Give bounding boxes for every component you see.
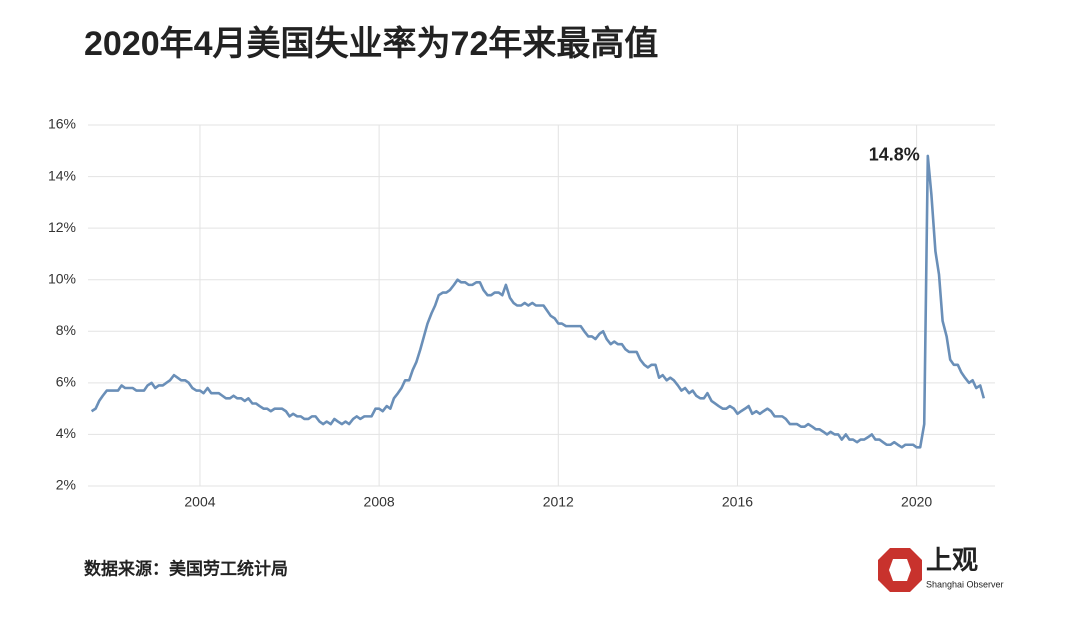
logo-subtitle: Shanghai Observer: [926, 579, 1004, 589]
y-tick-label: 14%: [48, 167, 76, 183]
y-tick-label: 4%: [56, 425, 76, 441]
x-tick-label: 2012: [543, 494, 574, 510]
annotation: 14.8%: [869, 145, 920, 165]
y-tick-label: 2%: [56, 477, 76, 493]
y-tick-label: 12%: [48, 219, 76, 235]
logo-icon-inner: [889, 559, 911, 581]
logo: 上观 Shanghai Observer: [878, 545, 1004, 592]
data-line: [90, 154, 986, 449]
y-tick-label: 10%: [48, 270, 76, 286]
x-tick-label: 2016: [722, 494, 753, 510]
chart-title: 2020年4月美国失业率为72年来最高值: [84, 25, 658, 63]
logo-text: 上观: [926, 545, 978, 575]
source-note: 数据来源：美国劳工统计局: [84, 558, 288, 578]
y-tick-label: 8%: [56, 322, 76, 338]
x-tick-label: 2008: [364, 494, 395, 510]
y-tick-label: 6%: [56, 374, 76, 390]
y-tick-label: 16%: [48, 116, 76, 132]
x-tick-label: 2004: [184, 494, 215, 510]
x-tick-label: 2020: [901, 494, 932, 510]
